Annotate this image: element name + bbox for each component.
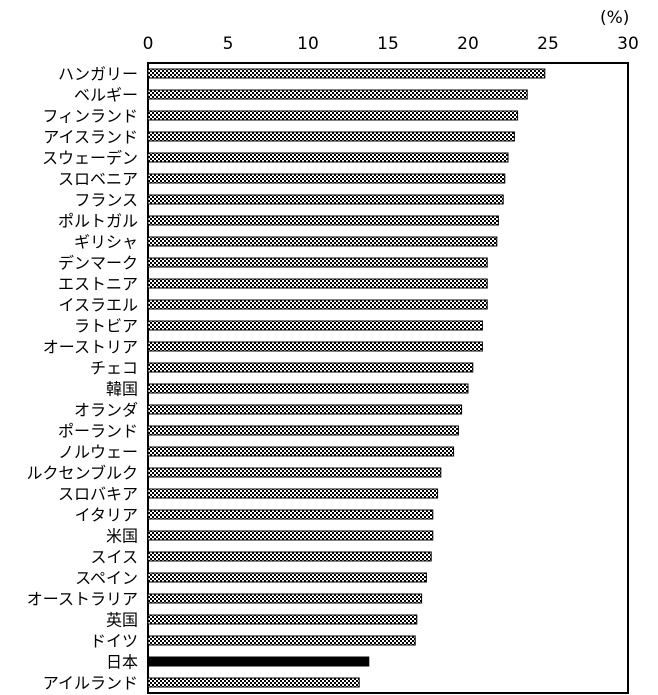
category-label: イスラエル <box>58 296 138 315</box>
category-label: ポルトガル <box>58 212 138 231</box>
category-label: アイルランド <box>43 674 138 693</box>
bar <box>147 467 442 478</box>
plot-frame <box>147 62 629 694</box>
bar <box>147 257 488 268</box>
category-label: スイス <box>90 548 138 567</box>
category-label: イタリア <box>75 506 138 525</box>
x-tick-label: 0 <box>143 34 154 54</box>
bar <box>147 593 423 604</box>
category-label: ラトビア <box>74 317 138 336</box>
bar <box>147 341 483 352</box>
bar <box>147 572 427 583</box>
bar <box>147 425 459 436</box>
category-label: オーストリア <box>43 338 138 357</box>
category-label: 韓国 <box>106 380 138 399</box>
category-label: スロベニア <box>58 170 138 189</box>
bar <box>147 236 498 247</box>
category-label: フィンランド <box>42 107 138 126</box>
category-label: スペイン <box>75 569 138 588</box>
bar <box>147 404 463 415</box>
category-label: フランス <box>74 191 138 210</box>
bar <box>147 320 483 331</box>
bar <box>147 89 528 100</box>
bar <box>147 509 434 520</box>
bar <box>147 68 546 79</box>
bar <box>147 299 488 310</box>
category-label: ポーランド <box>58 422 138 441</box>
bar <box>147 215 499 226</box>
x-tick-label: 20 <box>457 34 479 54</box>
bar <box>147 488 439 499</box>
category-label: ドイツ <box>90 632 138 651</box>
category-label: デンマーク <box>58 254 138 273</box>
category-label: スウェーデン <box>42 149 138 168</box>
category-label: オーストラリア <box>27 590 138 609</box>
bar <box>147 530 434 541</box>
bar <box>147 446 455 457</box>
bar <box>147 635 416 646</box>
bar <box>147 677 360 688</box>
category-label: エストニア <box>58 275 138 294</box>
x-tick-label: 5 <box>223 34 234 54</box>
category-label: ノルウェー <box>58 443 138 462</box>
bar <box>147 614 418 625</box>
category-label: ベルギー <box>74 86 138 105</box>
x-tick-label: 25 <box>537 34 559 54</box>
category-label: オランダ <box>74 401 138 420</box>
unit-label: (%) <box>600 8 630 28</box>
bar <box>147 194 504 205</box>
x-tick-label: 30 <box>617 34 639 54</box>
category-label: 日本 <box>106 653 138 672</box>
category-label: ギリシャ <box>74 233 138 252</box>
bar <box>147 278 488 289</box>
category-label: スロバキア <box>58 485 138 504</box>
category-label: ルクセンブルク <box>26 464 138 483</box>
category-label: チェコ <box>90 359 138 378</box>
bar <box>147 656 370 667</box>
bar <box>147 383 469 394</box>
category-label: アイスランド <box>43 128 138 147</box>
x-tick-label: 10 <box>297 34 319 54</box>
category-label: 米国 <box>106 527 138 546</box>
bar <box>147 152 509 163</box>
category-label: 英国 <box>106 611 138 630</box>
bar <box>147 173 506 184</box>
bar <box>147 131 515 142</box>
bar <box>147 551 432 562</box>
bar <box>147 110 519 121</box>
category-label: ハンガリー <box>58 65 138 84</box>
x-tick-label: 15 <box>377 34 399 54</box>
bar <box>147 362 474 373</box>
